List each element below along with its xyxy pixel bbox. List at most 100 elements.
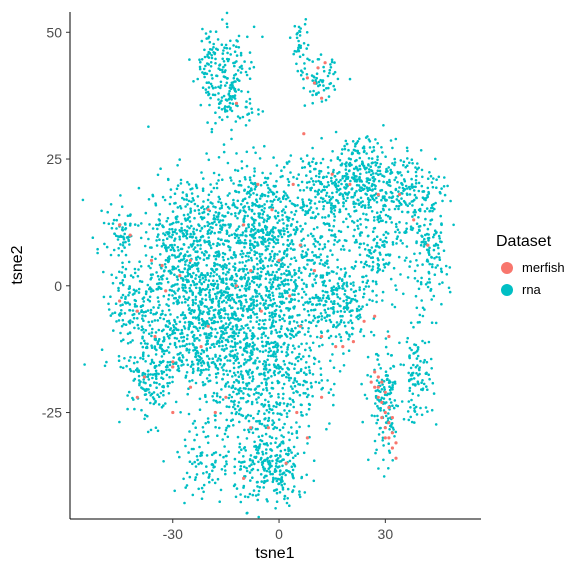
rna-point xyxy=(203,225,206,228)
rna-point xyxy=(262,264,265,268)
rna-point xyxy=(216,38,220,41)
rna-point xyxy=(282,382,286,386)
rna-point xyxy=(233,236,237,240)
rna-point xyxy=(405,340,409,344)
rna-point xyxy=(220,468,224,471)
rna-point xyxy=(388,217,392,220)
rna-point xyxy=(329,159,333,162)
rna-point xyxy=(263,467,267,471)
rna-point xyxy=(321,289,325,293)
rna-point xyxy=(162,294,166,298)
rna-point xyxy=(133,303,137,306)
rna-point xyxy=(290,240,294,243)
rna-point xyxy=(167,298,170,301)
rna-point xyxy=(281,174,284,178)
rna-point xyxy=(211,301,214,304)
rna-point xyxy=(272,319,275,322)
rna-point xyxy=(295,436,299,440)
rna-point xyxy=(257,493,260,496)
rna-point xyxy=(375,448,378,452)
rna-point xyxy=(264,306,267,309)
rna-point xyxy=(410,185,413,188)
rna-point xyxy=(210,343,214,347)
rna-point xyxy=(298,266,301,270)
rna-point xyxy=(226,325,230,329)
rna-point xyxy=(194,316,198,320)
rna-point xyxy=(152,306,155,309)
rna-point xyxy=(302,290,306,294)
rna-point xyxy=(229,419,233,423)
rna-point xyxy=(319,170,323,173)
rna-point xyxy=(332,312,335,315)
rna-point xyxy=(297,269,301,272)
rna-point xyxy=(256,356,259,360)
rna-point xyxy=(121,244,125,247)
rna-point xyxy=(159,253,162,256)
rna-point xyxy=(149,428,153,432)
rna-point xyxy=(158,281,162,285)
rna-point xyxy=(241,231,245,234)
rna-point xyxy=(415,306,419,310)
rna-point xyxy=(271,227,275,231)
rna-point xyxy=(332,212,336,216)
rna-point xyxy=(415,174,418,178)
rna-point xyxy=(199,451,203,455)
rna-point xyxy=(258,319,262,322)
rna-point xyxy=(224,322,228,325)
rna-point xyxy=(384,220,388,224)
rna-point xyxy=(225,264,228,267)
rna-point xyxy=(280,169,283,172)
rna-point xyxy=(156,393,159,397)
rna-point xyxy=(144,346,148,350)
rna-point xyxy=(338,370,342,373)
rna-point xyxy=(223,465,227,468)
rna-point xyxy=(267,244,270,248)
rna-point xyxy=(343,289,347,293)
rna-point xyxy=(330,234,333,237)
rna-point xyxy=(338,239,341,242)
rna-point xyxy=(222,60,226,63)
rna-point xyxy=(210,453,214,457)
rna-point xyxy=(291,468,295,472)
rna-point xyxy=(268,368,272,372)
rna-point xyxy=(175,275,179,279)
rna-point xyxy=(199,289,203,293)
rna-point xyxy=(278,330,282,334)
rna-point xyxy=(253,212,256,216)
rna-point xyxy=(359,223,363,226)
rna-point xyxy=(379,210,383,214)
rna-point xyxy=(354,165,358,169)
rna-point xyxy=(218,395,222,399)
rna-point xyxy=(266,500,269,503)
rna-point xyxy=(230,212,233,216)
rna-point xyxy=(414,166,417,169)
rna-point xyxy=(199,461,202,464)
rna-point xyxy=(264,285,268,289)
rna-point xyxy=(390,191,394,195)
rna-point xyxy=(421,314,425,318)
rna-point xyxy=(266,217,270,220)
rna-point xyxy=(133,377,137,381)
rna-point xyxy=(215,297,218,300)
rna-point xyxy=(359,217,362,221)
rna-point xyxy=(406,276,410,279)
rna-point xyxy=(308,58,311,62)
rna-point xyxy=(262,243,265,246)
rna-point xyxy=(255,262,259,266)
rna-point xyxy=(170,243,174,247)
rna-point xyxy=(278,482,281,485)
rna-point xyxy=(189,232,192,236)
rna-point xyxy=(302,379,306,383)
rna-point xyxy=(413,213,417,217)
rna-point xyxy=(213,270,216,274)
rna-point xyxy=(186,279,190,282)
rna-point xyxy=(151,376,154,380)
rna-point xyxy=(325,300,328,304)
rna-point xyxy=(250,227,253,231)
rna-point xyxy=(281,218,284,221)
rna-point xyxy=(283,263,286,267)
rna-point xyxy=(361,420,365,424)
rna-point xyxy=(131,293,135,296)
rna-point xyxy=(315,72,319,75)
rna-point xyxy=(317,212,320,216)
